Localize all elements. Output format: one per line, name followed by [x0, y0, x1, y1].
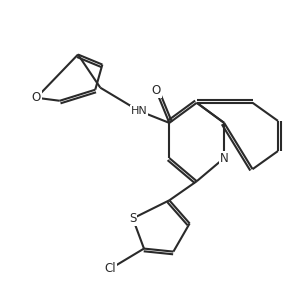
Text: O: O — [152, 84, 161, 97]
Text: Cl: Cl — [105, 262, 116, 275]
Text: S: S — [129, 212, 136, 225]
Text: N: N — [220, 151, 229, 165]
Text: O: O — [32, 91, 41, 104]
Text: HN: HN — [131, 106, 147, 116]
